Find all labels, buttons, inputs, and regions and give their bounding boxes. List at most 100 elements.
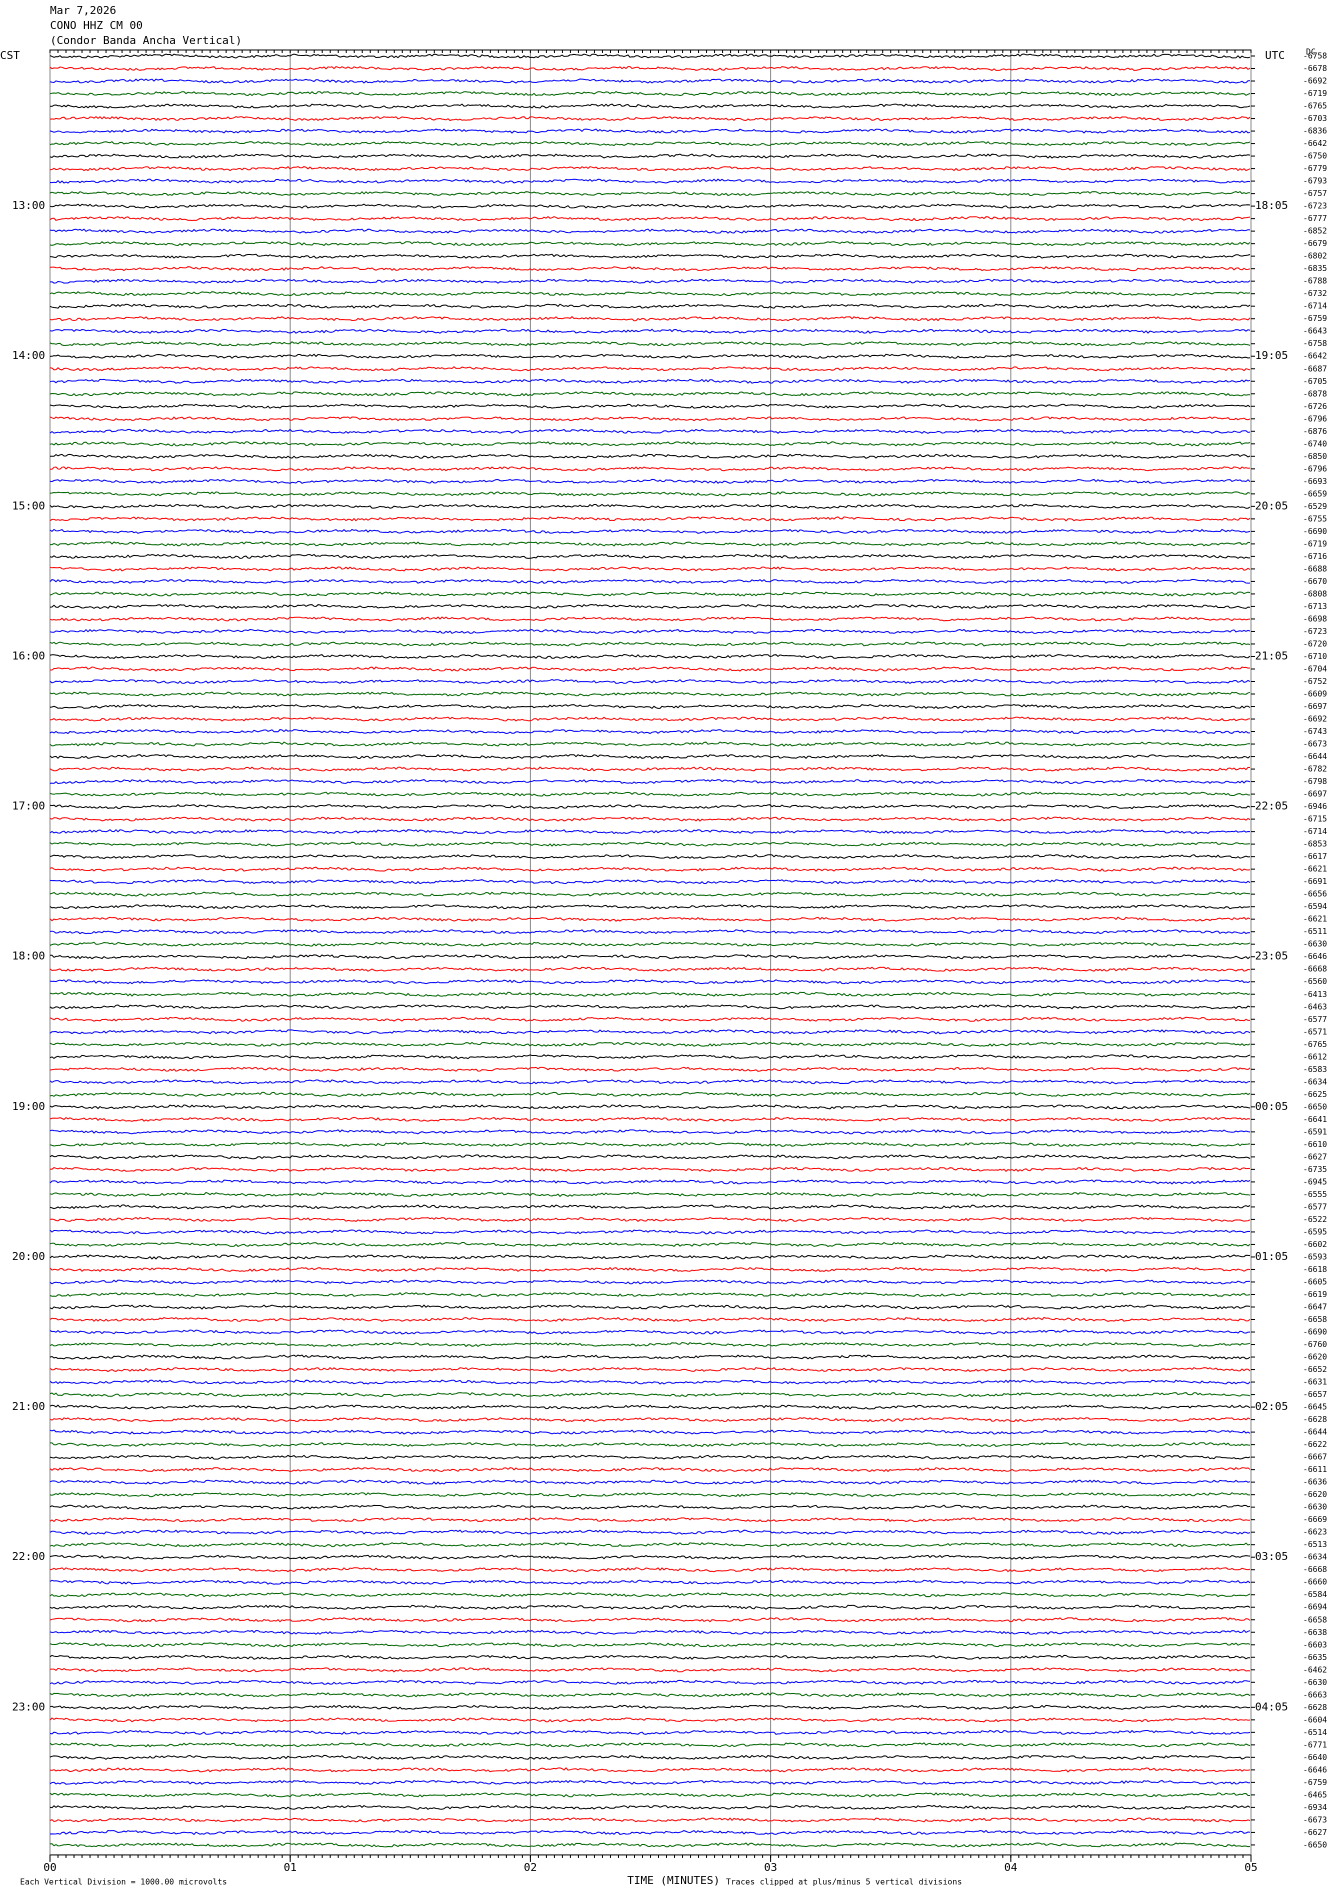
left-hour-label: 17:00 <box>12 800 45 813</box>
trace <box>49 378 1251 384</box>
footer-right: Traces clipped at plus/minus 5 vertical … <box>726 1878 962 1887</box>
trace <box>49 1054 1251 1060</box>
trace <box>49 1041 1251 1047</box>
trace-offset-label: -6946 <box>1303 802 1327 811</box>
trace-offset-label: -6560 <box>1303 977 1327 986</box>
left-hour-label: 15:00 <box>12 499 45 512</box>
trace-offset-label: -6788 <box>1303 277 1327 286</box>
trace-offset-label: -6697 <box>1303 790 1327 799</box>
trace <box>49 1842 1251 1848</box>
trace <box>49 1604 1251 1610</box>
x-tick-label: 03 <box>764 1861 777 1874</box>
trace-offset-label: -6732 <box>1303 289 1327 298</box>
trace <box>49 303 1251 309</box>
trace <box>49 804 1251 810</box>
trace <box>49 853 1251 860</box>
trace <box>49 1829 1251 1836</box>
trace-offset-label: -6657 <box>1303 1390 1327 1399</box>
trace-offset-label: -6679 <box>1303 239 1327 248</box>
trace <box>49 1066 1251 1072</box>
trace-offset-label: -6625 <box>1303 1090 1327 1099</box>
trace-offset-label: -6714 <box>1303 827 1327 836</box>
trace <box>49 628 1251 634</box>
trace-offset-label: -6643 <box>1303 327 1327 336</box>
trace-offset-label: -6760 <box>1303 1340 1327 1349</box>
trace <box>49 428 1251 434</box>
trace-offset-label: -6758 <box>1303 339 1327 348</box>
trace-offset-label: -6577 <box>1303 1015 1327 1024</box>
trace-offset-label: -6694 <box>1303 1603 1327 1612</box>
trace-offset-label: -6836 <box>1303 127 1327 136</box>
trace <box>49 1179 1251 1185</box>
trace-offset-label: -6595 <box>1303 1227 1327 1236</box>
trace-offset-label: -6620 <box>1303 1490 1327 1499</box>
trace-offset-label: -6610 <box>1303 1140 1327 1149</box>
trace <box>49 53 1251 59</box>
left-hour-label: 22:00 <box>12 1550 45 1563</box>
trace-offset-label: -6669 <box>1303 1515 1327 1524</box>
trace <box>49 1454 1251 1460</box>
trace-offset-label: -6591 <box>1303 1127 1327 1136</box>
left-hour-label: 23:00 <box>12 1700 45 1713</box>
x-tick-label: 04 <box>1004 1861 1018 1874</box>
trace <box>49 1341 1251 1348</box>
trace <box>49 1216 1251 1222</box>
trace-offset-label: -6667 <box>1303 1453 1327 1462</box>
trace <box>49 1379 1251 1385</box>
trace <box>49 1091 1251 1097</box>
trace <box>49 1804 1251 1810</box>
trace <box>49 916 1251 922</box>
trace-offset-label: -6670 <box>1303 577 1327 586</box>
trace-offset-label: -6638 <box>1303 1628 1327 1637</box>
trace <box>49 1517 1251 1523</box>
trace-offset-label: -6609 <box>1303 690 1327 699</box>
trace-offset-label: -6759 <box>1303 1778 1327 1787</box>
trace <box>49 441 1251 447</box>
trace <box>49 1667 1251 1673</box>
trace <box>49 703 1251 710</box>
trace-offset-label: -6620 <box>1303 1353 1327 1362</box>
trace-offset-label: -6678 <box>1303 64 1327 73</box>
title-line: Mar 7,2026 <box>50 4 116 17</box>
trace <box>50 666 1251 672</box>
trace <box>49 578 1250 584</box>
trace <box>49 1654 1250 1660</box>
trace-offset-label: -6687 <box>1303 364 1327 373</box>
trace <box>49 166 1251 172</box>
trace <box>49 1742 1251 1748</box>
trace <box>49 829 1251 835</box>
trace <box>49 341 1251 347</box>
trace-offset-label: -6630 <box>1303 1678 1327 1687</box>
trace-offset-label: -6765 <box>1303 1040 1327 1049</box>
trace-offset-label: -6640 <box>1303 1753 1327 1762</box>
trace-offset-label: -6765 <box>1303 102 1327 111</box>
trace-offset-label: -6688 <box>1303 564 1327 573</box>
right-axis-label: UTC <box>1265 49 1285 62</box>
trace-offset-label: -6522 <box>1303 1215 1327 1224</box>
trace-offset-label: -6740 <box>1303 439 1327 448</box>
trace-offset-label: -6796 <box>1303 414 1327 423</box>
trace-offset-label: -6617 <box>1303 852 1327 861</box>
trace <box>49 1279 1250 1285</box>
x-tick-label: 05 <box>1244 1861 1257 1874</box>
trace <box>49 516 1251 522</box>
trace-offset-label: -6628 <box>1303 1703 1327 1712</box>
trace <box>49 1429 1251 1435</box>
trace-offset-label: -6705 <box>1303 377 1327 386</box>
trace-offset-label: -6673 <box>1303 1815 1327 1824</box>
right-hour-label: 02:05 <box>1255 1400 1288 1413</box>
right-hour-label: 21:05 <box>1255 649 1288 662</box>
trace <box>49 1479 1251 1485</box>
trace <box>49 1029 1251 1035</box>
trace <box>50 466 1251 472</box>
trace <box>49 215 1251 222</box>
trace-offset-label: -6710 <box>1303 652 1327 661</box>
trace-offset-label: -6714 <box>1303 302 1327 311</box>
trace <box>49 1154 1251 1160</box>
trace-offset-label: -6577 <box>1303 1202 1327 1211</box>
trace-offset-label: -6646 <box>1303 1765 1327 1774</box>
trace <box>50 1442 1251 1448</box>
trace-offset-label: -6723 <box>1303 202 1327 211</box>
trace <box>49 241 1251 247</box>
trace <box>49 1792 1250 1798</box>
